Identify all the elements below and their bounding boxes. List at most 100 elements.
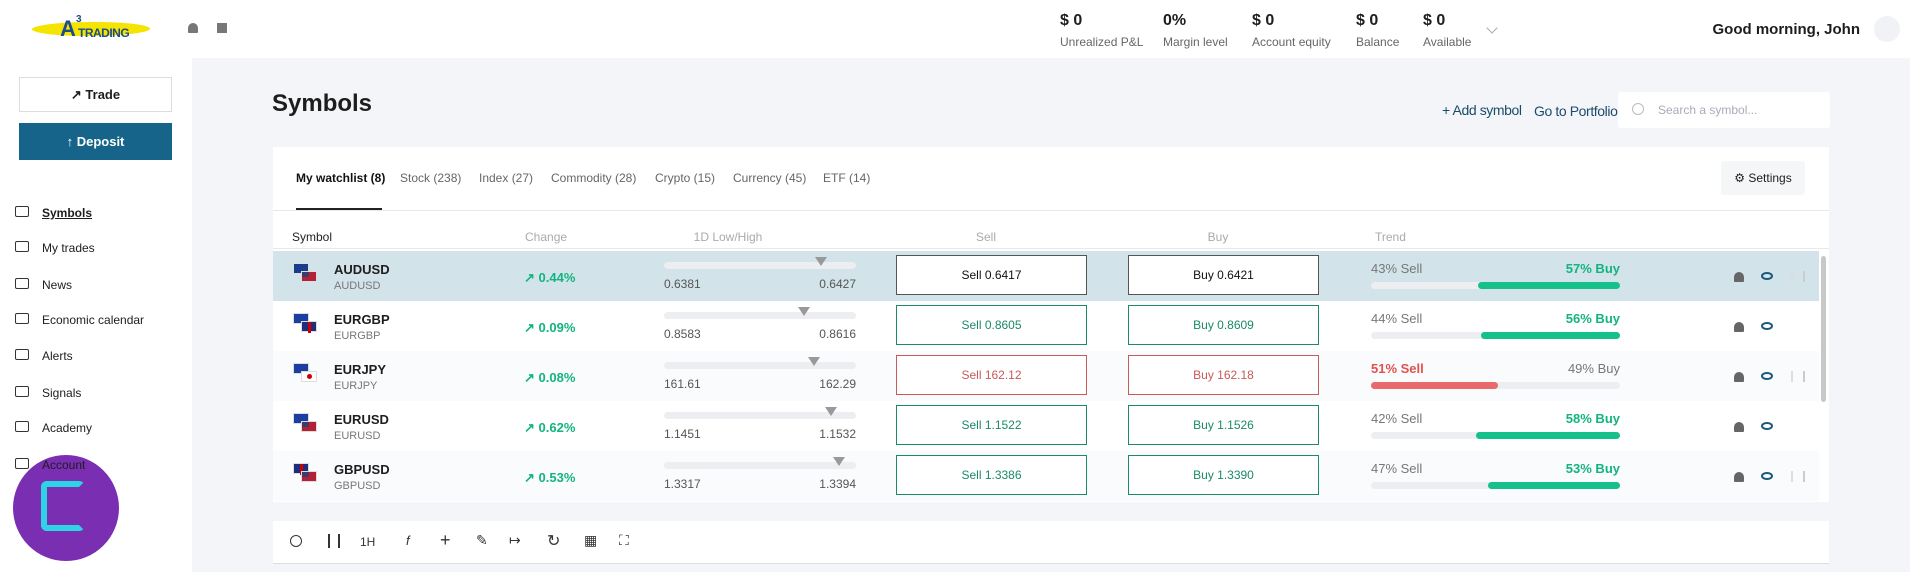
buy-button[interactable]: Buy 162.18 [1128,355,1319,395]
day-low: 1.3317 [664,477,701,491]
symbol-name: AUDUSD [334,280,381,292]
range-track [664,362,856,369]
sell-button[interactable]: Sell 1.1522 [896,405,1087,445]
watermark [13,455,119,561]
nav-icon [15,458,29,469]
chart-icon[interactable] [1791,371,1805,382]
column-header: Change [525,230,568,244]
buy-button[interactable]: Buy 0.6421 [1128,255,1319,295]
day-high: 1.3394 [819,477,856,491]
tab[interactable]: Crypto (15) [655,171,716,185]
symbol-row[interactable]: EURJPY EURJPY ↗ 0.08% 161.61 162.29 Sell 162.… [273,351,1819,401]
search-box[interactable]: Search a symbol... [1618,92,1830,128]
alert-icon[interactable] [1734,322,1744,332]
buy-button[interactable]: Buy 1.3390 [1128,455,1319,495]
gift-icon[interactable] [217,23,227,33]
nav-item[interactable]: Symbols [15,203,185,223]
add-symbol[interactable]: + Add symbol [1442,102,1522,118]
watch-icon[interactable] [1761,322,1773,330]
sell-price: Sell 0.6417 [961,268,1022,282]
tab[interactable]: ETF (14) [823,171,871,185]
greeting: Good morning, John [1712,21,1860,38]
tab[interactable]: Currency (45) [733,171,807,185]
watch-icon[interactable] [1761,422,1773,430]
sell-button[interactable]: Sell 0.6417 [896,255,1087,295]
candles-tool[interactable] [328,534,340,548]
draw-tool[interactable]: ✎ [476,532,488,548]
sell-button[interactable]: Sell 1.3386 [896,455,1087,495]
tab[interactable]: Commodity (28) [551,171,637,185]
avatar[interactable] [1874,16,1900,42]
symbol-row[interactable]: EURGBP EURGBP ↗ 0.09% 0.8583 0.8616 Sell 0.86… [273,301,1819,351]
watch-icon[interactable] [1761,372,1773,380]
range-track [664,312,856,319]
sell-trend: 47% Sell [1371,461,1423,476]
day-high: 0.8616 [819,327,856,341]
trade-button[interactable]: ↗ Trade [19,77,172,112]
sell-button[interactable]: Sell 162.12 [896,355,1087,395]
search-tool[interactable] [290,535,302,547]
tab[interactable]: Index (27) [479,171,534,185]
nav-label: Academy [42,421,93,435]
crosshair-tool[interactable]: + [440,530,451,550]
symbol-row[interactable]: EURUSD EURUSD ↗ 0.62% 1.1451 1.1532 Sell 1.15… [273,401,1819,451]
trend-bar [1475,432,1620,439]
nav-item[interactable]: Economic calendar [15,310,185,330]
flag [301,371,317,382]
day-high: 1.1532 [819,427,856,441]
alert-icon[interactable] [1734,372,1744,382]
watch-icon[interactable] [1761,472,1773,480]
tab-divider [273,210,1829,211]
buy-button[interactable]: Buy 1.1526 [1128,405,1319,445]
nav-item[interactable]: Academy [15,418,185,438]
nav-item[interactable]: Account [15,455,185,475]
buy-price: Buy 1.3390 [1193,468,1254,482]
chart-icon[interactable] [1791,471,1805,482]
day-low: 0.8583 [664,327,701,341]
layout-tool[interactable]: ▦ [584,532,598,548]
change: ↗ 0.53% [524,470,576,485]
nav-label: Economic calendar [42,313,145,327]
chart-icon[interactable] [1791,271,1805,282]
settings-button[interactable]: ⚙ Settings [1721,161,1805,195]
range-marker [825,407,838,416]
nav-item[interactable]: Signals [15,383,185,403]
tab[interactable]: Stock (238) [400,171,462,185]
fullscreen-tool[interactable]: ⛶ [619,532,629,548]
alert-icon[interactable] [1734,422,1744,432]
alert-icon[interactable] [1734,272,1744,282]
symbol-row[interactable]: GBPUSD GBPUSD ↗ 0.53% 1.3317 1.3394 Sell 1.33… [273,451,1819,501]
flag-dot [307,374,312,379]
flag-canton [302,472,309,477]
sell-price: Sell 0.8605 [961,318,1022,332]
column-header: Sell [975,230,997,244]
measure-tool[interactable]: ↦ [509,532,521,548]
nav-label: My trades [42,241,95,255]
page-title: Symbols [272,90,373,117]
reset-tool[interactable]: ↻ [547,533,561,550]
nav-item[interactable]: My trades [15,238,185,258]
buy-button[interactable]: Buy 0.8609 [1128,305,1319,345]
symbol: EURJPY [334,362,387,377]
flag-cross [300,464,303,475]
sell-trend: 51% Sell [1371,361,1424,376]
watermark-glyph [41,481,85,531]
day-high: 162.29 [819,377,856,391]
bell-icon[interactable] [188,23,198,33]
alert-icon[interactable] [1734,472,1744,482]
deposit-button[interactable]: ↑ Deposit [19,123,172,160]
nav-item[interactable]: Alerts [15,346,185,366]
nav-item[interactable]: News [15,275,185,295]
sell-price: Sell 1.1522 [961,418,1022,432]
interval[interactable]: 1H [360,535,376,549]
tab[interactable]: My watchlist (8) [296,171,386,185]
range-marker [832,457,845,466]
sell-button[interactable]: Sell 0.8605 [896,305,1087,345]
day-low: 1.1451 [664,427,701,441]
portfolio-link[interactable]: Go to Portfolio [1534,103,1618,119]
settings-label: Settings [1748,171,1792,185]
indicator-tool[interactable]: f [406,533,410,548]
symbol-row[interactable]: AUDUSD AUDUSD ↗ 0.44% 0.6381 0.6427 Sell 0.64… [273,251,1819,301]
watch-icon[interactable] [1761,272,1773,280]
